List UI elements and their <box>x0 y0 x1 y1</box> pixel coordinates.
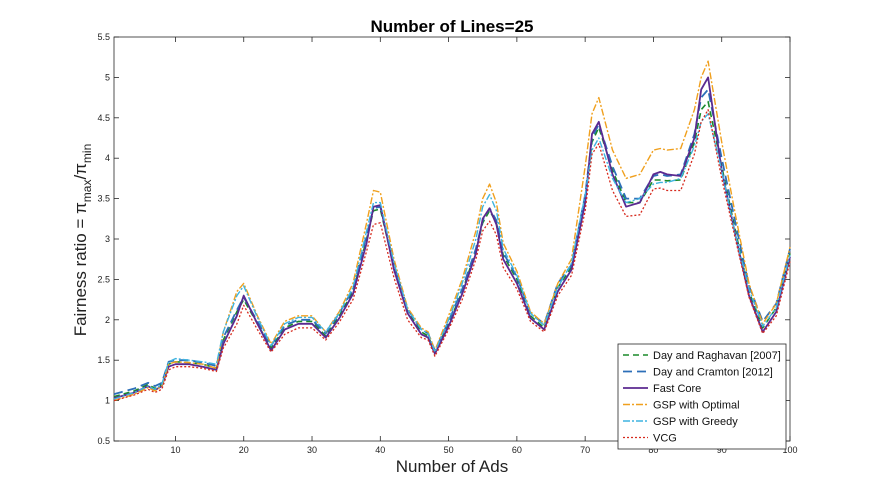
series-line <box>113 88 791 395</box>
y-tick-label: 2 <box>105 315 110 325</box>
legend-label: Day and Raghavan [2007] <box>653 350 781 362</box>
y-tick-label: 5.5 <box>97 32 110 42</box>
series-line <box>113 113 791 400</box>
series-lines <box>113 60 791 402</box>
y-tick-label: 0.5 <box>97 436 110 446</box>
x-tick-label: 30 <box>307 445 317 455</box>
x-tick-label: 80 <box>648 445 658 455</box>
series-line <box>113 109 791 402</box>
legend-label: Day and Cramton [2012] <box>653 367 773 379</box>
y-axis-label-sub-max: max <box>80 180 94 203</box>
x-axis-label: Number of Ads <box>396 457 508 476</box>
y-tick-label: 1 <box>105 396 110 406</box>
x-tick-label: 70 <box>580 445 590 455</box>
y-axis-label-mid: /π <box>71 163 90 179</box>
x-tick-label: 10 <box>170 445 180 455</box>
x-tick-label: 100 <box>782 445 797 455</box>
y-tick-label: 1.5 <box>97 355 110 365</box>
legend: Day and Raghavan [2007] Day and Cramton [… <box>617 343 787 450</box>
y-tick-label: 5 <box>105 72 110 82</box>
tick-labels: 10 20 30 40 50 60 70 80 90 100 0.5 1 1.5 2 2.5 3 3.5 4 4.5… <box>97 32 797 455</box>
y-axis-label-sub-min: min <box>80 144 94 163</box>
chart-title: Number of Lines=25 <box>371 17 534 36</box>
plot-area <box>113 36 791 442</box>
y-axis-label-prefix: Fairness ratio = π <box>71 202 90 336</box>
x-tick-label: 40 <box>375 445 385 455</box>
y-tick-label: 3 <box>105 234 110 244</box>
y-tick-label: 3.5 <box>97 194 110 204</box>
x-tick-label: 90 <box>717 445 727 455</box>
series-line <box>113 100 791 398</box>
legend-label: Fast Core <box>653 383 701 395</box>
y-tick-label: 2.5 <box>97 274 110 284</box>
legend-label: GSP with Optimal <box>653 400 740 412</box>
x-tick-label: 20 <box>239 445 249 455</box>
x-tick-label: 50 <box>444 445 454 455</box>
legend-label: VCG <box>653 433 677 445</box>
y-tick-label: 4 <box>105 153 110 163</box>
legend-label: GSP with Greedy <box>653 416 738 428</box>
series-line <box>113 60 791 402</box>
series-line <box>113 76 791 400</box>
y-axis-label: Fairness ratio = πmax/πmin <box>71 144 94 337</box>
x-tick-label: 60 <box>512 445 522 455</box>
y-tick-label: 4.5 <box>97 113 110 123</box>
legend-box <box>617 343 787 450</box>
